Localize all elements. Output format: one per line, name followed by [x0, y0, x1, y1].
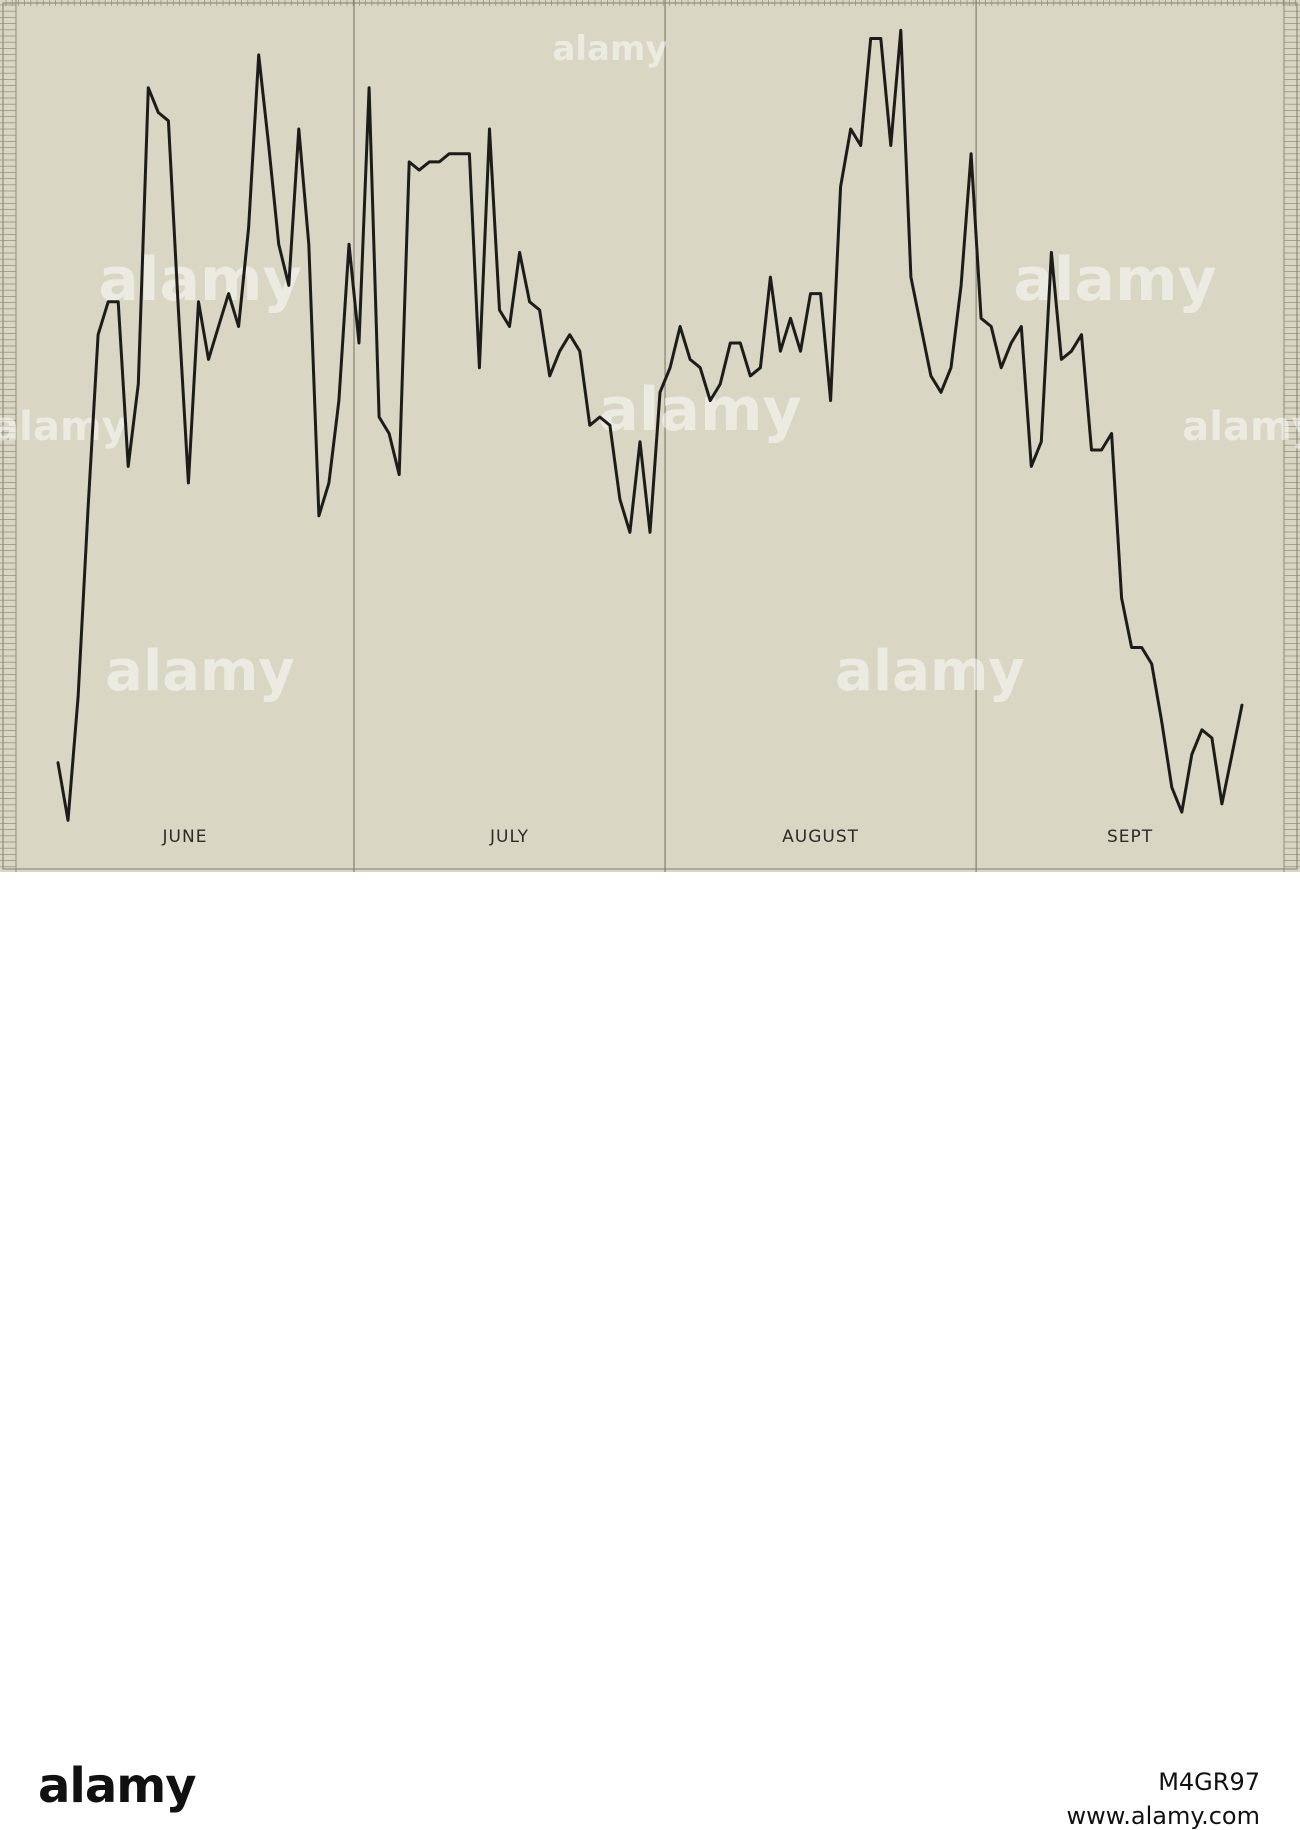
- month-label: JULY: [489, 827, 529, 847]
- site-url: www.alamy.com: [1066, 1802, 1260, 1830]
- series-line: [56, 28, 1244, 822]
- brand-logo: alamy: [38, 1758, 197, 1814]
- month-label: AUGUST: [782, 827, 859, 847]
- image-id: M4GR97: [1158, 1768, 1260, 1796]
- month-label: SEPT: [1107, 827, 1153, 847]
- watermark-logo: alamy: [0, 404, 128, 450]
- watermark-logo: alamy: [835, 639, 1025, 704]
- watermark-logo: alamy: [105, 639, 295, 704]
- paper-background: [0, 0, 1300, 872]
- graph-paper-grid: [0, 0, 1300, 872]
- watermark-logo: alamy: [598, 375, 801, 445]
- month-labels: JUNE JULY AUGUST SEPT: [162, 827, 1153, 847]
- frame-border: [2, 2, 1298, 870]
- watermark-logo: alamy: [1182, 404, 1300, 450]
- line-chart: alamyalamyalamyalamyalamyalamyalamyalamy…: [0, 0, 1300, 872]
- month-label: JUNE: [162, 827, 208, 847]
- watermark-logo: alamy: [1013, 245, 1216, 315]
- month-dividers: [353, 0, 977, 872]
- watermark-logo: alamy: [552, 29, 667, 69]
- stock-footer: alamy M4GR97 www.alamy.com: [0, 872, 1300, 1830]
